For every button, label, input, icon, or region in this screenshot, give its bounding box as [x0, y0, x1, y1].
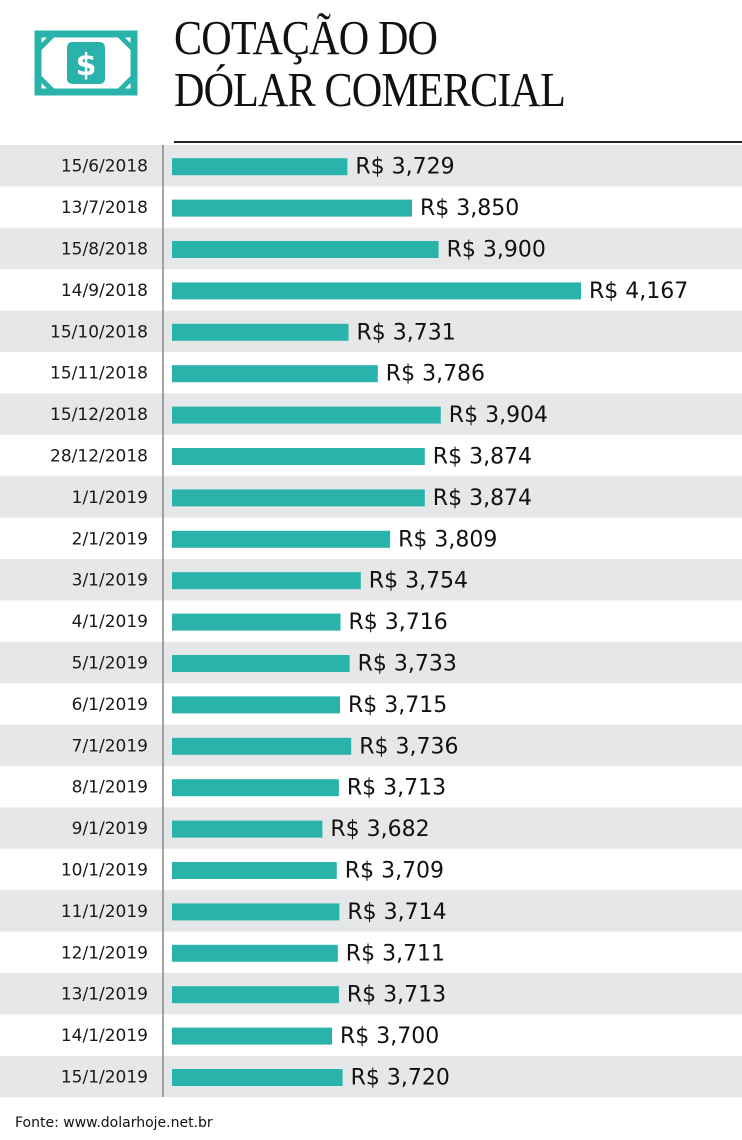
value-label: R$ 3,731 — [357, 320, 456, 345]
title-underline — [174, 141, 742, 143]
value-label: R$ 3,709 — [345, 859, 444, 884]
row-background — [0, 310, 742, 352]
bar-4/1/2019 — [172, 613, 341, 631]
value-label: R$ 3,850 — [420, 196, 519, 221]
bar-12/1/2019 — [172, 944, 338, 962]
date-label: 28/12/2018 — [50, 447, 148, 467]
value-label: R$ 3,700 — [340, 1024, 439, 1049]
date-label: 15/6/2018 — [61, 157, 148, 177]
bar-6/1/2019 — [172, 696, 340, 714]
date-label: 14/1/2019 — [61, 1026, 148, 1046]
date-label: 8/1/2019 — [72, 778, 148, 798]
bars — [172, 158, 581, 1086]
dollar-sign: $ — [76, 48, 97, 83]
value-label: R$ 3,682 — [330, 817, 429, 842]
date-label: 11/1/2019 — [61, 902, 148, 922]
value-label: R$ 3,713 — [347, 776, 446, 801]
value-label: R$ 3,736 — [359, 734, 458, 759]
value-label: R$ 3,733 — [358, 652, 457, 677]
date-label: 6/1/2019 — [72, 695, 148, 715]
value-label: R$ 3,754 — [369, 569, 468, 594]
date-label: 15/10/2018 — [50, 322, 148, 342]
date-label: 10/1/2019 — [61, 861, 148, 881]
date-label: 13/1/2019 — [61, 985, 148, 1005]
bar-15/10/2018 — [172, 323, 349, 341]
value-label: R$ 3,874 — [433, 486, 532, 511]
chart-title-line2: DÓLAR COMERCIAL — [174, 62, 566, 117]
bar-13/1/2019 — [172, 986, 339, 1004]
bar-1/1/2019 — [172, 489, 425, 507]
row-background — [0, 973, 742, 1015]
date-label: 3/1/2019 — [72, 571, 148, 591]
row-background — [0, 724, 742, 766]
value-label: R$ 4,167 — [589, 279, 688, 304]
bar-2/1/2019 — [172, 530, 391, 548]
bar-3/1/2019 — [172, 572, 361, 590]
date-label: 13/7/2018 — [61, 198, 148, 218]
row-background — [0, 890, 742, 932]
bar-15/1/2019 — [172, 1069, 343, 1086]
value-label: R$ 3,713 — [347, 983, 446, 1008]
bar-10/1/2019 — [172, 862, 337, 879]
bar-14/9/2018 — [172, 282, 581, 300]
bar-15/12/2018 — [172, 406, 441, 424]
row-backgrounds — [0, 145, 742, 1098]
date-label: 12/1/2019 — [61, 943, 148, 963]
bar-11/1/2019 — [172, 903, 340, 921]
value-label: R$ 3,720 — [351, 1066, 450, 1091]
date-labels: 15/6/2018 13/7/2018 15/8/2018 14/9/2018 15/1… — [50, 157, 148, 1088]
value-label: R$ 3,716 — [349, 610, 448, 635]
row-background — [0, 145, 742, 187]
chart-header: $ COTAÇÃO DO DÓLAR COMERCIAL — [0, 0, 742, 145]
bar-9/1/2019 — [172, 820, 323, 838]
date-label: 15/1/2019 — [61, 1068, 148, 1088]
bar-8/1/2019 — [172, 779, 339, 797]
value-label: R$ 3,904 — [449, 403, 548, 428]
value-label: R$ 3,714 — [347, 900, 446, 925]
date-label: 15/12/2018 — [50, 405, 148, 425]
value-label: R$ 3,900 — [447, 238, 546, 263]
value-label: R$ 3,809 — [398, 527, 497, 552]
bar-7/1/2019 — [172, 737, 352, 755]
bar-15/11/2018 — [172, 365, 378, 383]
value-label: R$ 3,711 — [346, 941, 445, 966]
date-label: 9/1/2019 — [72, 819, 148, 839]
date-label: 14/9/2018 — [61, 281, 148, 301]
date-label: 5/1/2019 — [72, 654, 148, 674]
chart-title: COTAÇÃO DO DÓLAR COMERCIAL — [174, 10, 566, 117]
value-label: R$ 3,715 — [348, 693, 447, 718]
dollar-bill-icon: $ — [34, 30, 138, 96]
bar-5/1/2019 — [172, 655, 350, 672]
bar-15/8/2018 — [172, 241, 439, 258]
row-background — [0, 807, 742, 849]
row-background — [0, 1055, 742, 1098]
bar-28/12/2018 — [172, 448, 425, 465]
row-background — [0, 559, 742, 601]
value-label: R$ 3,729 — [355, 155, 454, 180]
bar-14/1/2019 — [172, 1027, 332, 1045]
date-label: 15/11/2018 — [50, 364, 148, 384]
date-label: 2/1/2019 — [72, 529, 148, 549]
date-label: 7/1/2019 — [72, 736, 148, 756]
bar-chart: 15/6/2018 13/7/2018 15/8/2018 14/9/2018 15/1… — [0, 145, 742, 1098]
value-label: R$ 3,786 — [386, 362, 485, 387]
date-label: 15/8/2018 — [61, 240, 148, 260]
value-label: R$ 3,874 — [433, 445, 532, 470]
bar-15/6/2018 — [172, 158, 348, 176]
date-label: 4/1/2019 — [72, 612, 148, 632]
bar-13/7/2018 — [172, 199, 412, 217]
source-note: Fonte: www.dolarhoje.net.br — [15, 1115, 213, 1131]
chart-title-line1: COTAÇÃO DO — [174, 10, 438, 65]
date-label: 1/1/2019 — [72, 488, 148, 508]
row-background — [0, 641, 742, 684]
value-labels: R$ 3,729 R$ 3,850 R$ 3,900 R$ 4,167 R$ 3,731… — [330, 155, 688, 1091]
